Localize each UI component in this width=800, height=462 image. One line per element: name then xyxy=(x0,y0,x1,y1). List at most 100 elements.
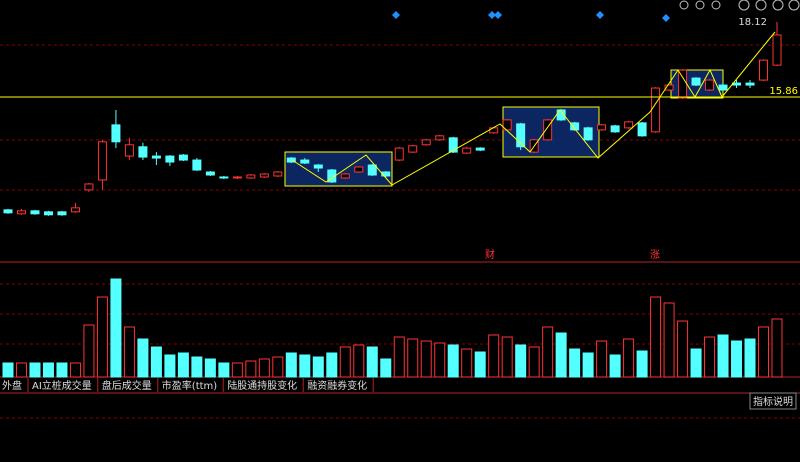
volume-bar xyxy=(218,362,230,378)
candle-body xyxy=(664,84,674,91)
candle-body xyxy=(772,34,782,66)
indicator-tab[interactable]: 市盈率(ttm) xyxy=(162,379,217,392)
candle-body xyxy=(84,183,94,191)
candle-body xyxy=(381,171,391,177)
signal-diamonds xyxy=(392,11,670,22)
volume-bar xyxy=(393,336,405,378)
volume-bar xyxy=(339,346,351,378)
volume-bar xyxy=(83,324,95,378)
indicator-tab[interactable]: AI立桩成交量 xyxy=(32,379,92,392)
volume-bar xyxy=(609,354,621,378)
candle-body xyxy=(97,141,107,181)
volume-bar xyxy=(42,362,54,378)
indicator-tab[interactable]: 盘后成交量 xyxy=(102,379,152,392)
volume-bar xyxy=(29,362,41,378)
candle-body xyxy=(678,69,688,99)
candle-body xyxy=(691,77,701,86)
volume-bar xyxy=(528,346,540,378)
candle-body xyxy=(219,176,229,179)
candle-body xyxy=(502,119,512,131)
help-button[interactable]: 指标说明 xyxy=(753,395,793,408)
candle-body xyxy=(543,119,553,141)
volume-bar xyxy=(663,302,675,378)
volume-bar xyxy=(758,326,770,378)
volume-bar xyxy=(56,362,68,378)
price-line-label: 15.86 xyxy=(769,86,798,97)
candle-body xyxy=(421,139,431,146)
volume-bar xyxy=(434,342,446,378)
high-label: 18.12 xyxy=(738,17,767,28)
volume-bar xyxy=(231,362,243,378)
volume-bar xyxy=(501,336,513,378)
volume-bar xyxy=(96,296,108,378)
volume-bar xyxy=(285,352,297,378)
candle-body xyxy=(151,155,161,159)
candle-body xyxy=(462,147,472,154)
candle-body xyxy=(583,127,593,141)
volume-bar xyxy=(636,350,648,378)
volume-bar xyxy=(312,356,324,378)
volume-bar xyxy=(164,354,176,378)
volume-bar xyxy=(204,358,216,378)
candle-body xyxy=(354,166,364,173)
candle-body xyxy=(205,171,215,176)
candle-body xyxy=(43,211,53,216)
volume-bar xyxy=(353,344,365,378)
help-button-box[interactable] xyxy=(749,392,797,410)
candle-body xyxy=(718,84,728,91)
candle-body xyxy=(3,209,13,214)
volume-bar xyxy=(569,348,581,378)
candle-body xyxy=(232,176,242,179)
candle-body xyxy=(286,157,296,163)
volume-bar xyxy=(110,278,122,378)
volume-bar xyxy=(623,338,635,378)
candle-body xyxy=(759,59,769,81)
candle-body xyxy=(192,159,202,171)
toolbar-icons xyxy=(679,0,800,11)
volume-bar xyxy=(407,338,419,378)
volume-bar xyxy=(299,354,311,378)
candle-body xyxy=(367,164,377,176)
event-marker: 涨 xyxy=(650,249,660,261)
volume-bar xyxy=(555,332,567,378)
volume-bar xyxy=(272,356,284,378)
candle-body xyxy=(624,121,634,129)
volume-bar xyxy=(137,338,149,378)
volume-bar xyxy=(596,340,608,378)
candle-body xyxy=(516,123,526,148)
candle-body xyxy=(475,147,485,151)
volume-bar xyxy=(582,352,594,378)
candle-body xyxy=(178,154,188,161)
indicator-tab[interactable]: 融资融券变化 xyxy=(307,379,367,392)
volume-bar xyxy=(542,326,554,378)
volume-bar xyxy=(461,348,473,378)
volume-bar xyxy=(366,346,378,378)
volume-bar xyxy=(447,344,459,378)
candle-body xyxy=(448,137,458,153)
volume-bar xyxy=(717,334,729,378)
candle-body xyxy=(57,211,67,216)
indicator-tab[interactable]: 外盘 xyxy=(2,379,22,392)
candle-body xyxy=(705,79,715,91)
trend-arrows xyxy=(291,31,776,186)
candle-body xyxy=(313,164,323,169)
candle-body xyxy=(138,146,148,158)
candle-body xyxy=(556,109,566,121)
volume-bar xyxy=(677,320,689,378)
volume-bar xyxy=(177,352,189,378)
volume-bar xyxy=(2,362,14,378)
candle-body xyxy=(16,210,26,215)
candle-body xyxy=(597,124,607,131)
candle-body xyxy=(246,174,256,179)
volume-bar xyxy=(150,346,162,378)
volume-bar xyxy=(690,348,702,378)
volume-bar xyxy=(771,318,783,378)
candle-body xyxy=(30,210,40,215)
volume-bar xyxy=(744,338,756,378)
candle-body xyxy=(300,159,310,164)
volume-bar xyxy=(515,344,527,378)
indicator-tab[interactable]: 陆股通持股变化 xyxy=(227,379,297,392)
volume-bar xyxy=(704,336,716,378)
